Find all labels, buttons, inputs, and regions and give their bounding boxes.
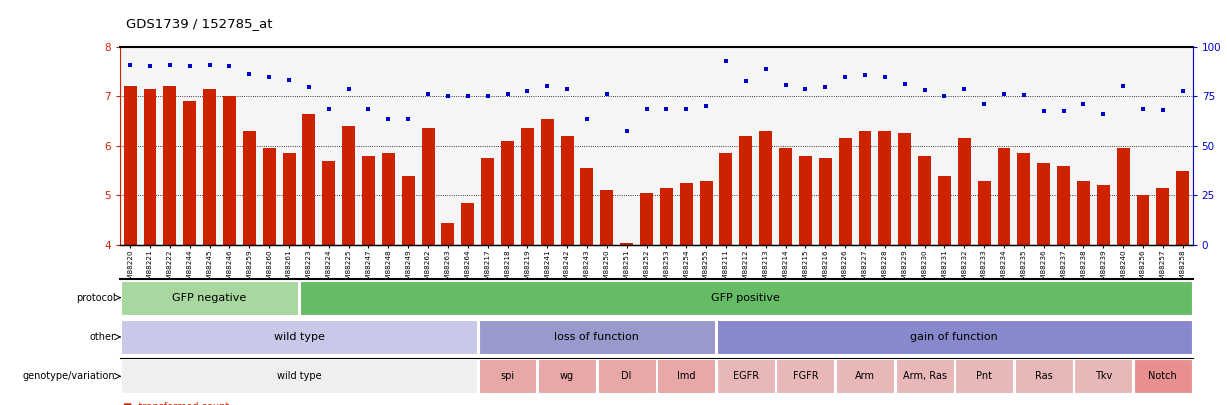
Text: genotype/variation: genotype/variation [23, 371, 115, 381]
Bar [836, 359, 894, 393]
Bar [1156, 188, 1169, 245]
Bar [779, 148, 791, 245]
Bar [479, 320, 715, 354]
Bar [1015, 359, 1072, 393]
Bar [1037, 163, 1050, 245]
Bar [204, 89, 216, 245]
Bar [183, 101, 196, 245]
Text: Notch: Notch [1148, 371, 1177, 381]
Text: GFP positive: GFP positive [712, 293, 780, 303]
Text: spi: spi [501, 371, 514, 381]
Text: Arm: Arm [855, 371, 875, 381]
Bar [561, 136, 573, 245]
Text: loss of function: loss of function [555, 332, 639, 342]
Bar [658, 359, 715, 393]
Text: GDS1739 / 152785_at: GDS1739 / 152785_at [126, 17, 272, 30]
Bar [838, 139, 852, 245]
Bar [1117, 148, 1130, 245]
Text: gain of function: gain of function [910, 332, 999, 342]
Bar [479, 359, 536, 393]
Bar [879, 131, 891, 245]
Text: protocol: protocol [76, 293, 115, 303]
Bar [640, 193, 653, 245]
Bar [481, 158, 494, 245]
Bar [699, 181, 713, 245]
Text: Dl: Dl [621, 371, 632, 381]
Text: FGFR: FGFR [793, 371, 818, 381]
Bar [121, 359, 477, 393]
Text: Ras: Ras [1034, 371, 1053, 381]
Bar [342, 126, 355, 245]
Bar [1134, 359, 1191, 393]
Bar [144, 89, 157, 245]
Bar [998, 148, 1011, 245]
Text: wild type: wild type [276, 371, 321, 381]
Bar [223, 96, 236, 245]
Text: Imd: Imd [677, 371, 696, 381]
Bar [282, 153, 296, 245]
Bar [955, 359, 1014, 393]
Bar [461, 203, 475, 245]
Bar [859, 131, 871, 245]
Text: wg: wg [560, 371, 574, 381]
Bar [299, 281, 1191, 315]
Bar [660, 188, 672, 245]
Bar [680, 183, 693, 245]
Bar [243, 131, 255, 245]
Bar [422, 128, 434, 245]
Bar [799, 156, 812, 245]
Bar [818, 158, 832, 245]
Text: other: other [90, 332, 115, 342]
Bar [777, 359, 834, 393]
Bar [918, 156, 931, 245]
Bar [1177, 171, 1189, 245]
Bar [978, 181, 990, 245]
Text: wild type: wild type [274, 332, 324, 342]
Bar [1136, 196, 1150, 245]
Text: Arm, Ras: Arm, Ras [903, 371, 946, 381]
Bar [958, 139, 971, 245]
Text: GFP negative: GFP negative [173, 293, 247, 303]
Bar [898, 133, 912, 245]
Bar [740, 136, 752, 245]
Bar [937, 176, 951, 245]
Bar [401, 176, 415, 245]
Bar [1077, 181, 1090, 245]
Bar [717, 320, 1191, 354]
Text: Pnt: Pnt [977, 371, 993, 381]
Bar [1017, 153, 1031, 245]
Bar [382, 153, 395, 245]
Bar [121, 320, 477, 354]
Bar [760, 131, 772, 245]
Text: EGFR: EGFR [733, 371, 758, 381]
Bar [442, 223, 454, 245]
Bar [1097, 185, 1109, 245]
Bar [521, 128, 534, 245]
Bar [323, 161, 335, 245]
Bar [1058, 166, 1070, 245]
Bar [580, 168, 594, 245]
Bar [1075, 359, 1133, 393]
Bar [896, 359, 953, 393]
Bar [501, 141, 514, 245]
Bar [541, 119, 553, 245]
Bar [620, 243, 633, 245]
Bar [163, 86, 177, 245]
Bar [598, 359, 655, 393]
Text: Tkv: Tkv [1094, 371, 1112, 381]
Bar [717, 359, 774, 393]
Bar [719, 153, 733, 245]
Bar [263, 148, 276, 245]
Bar [121, 281, 298, 315]
Text: ■  transformed count: ■ transformed count [123, 402, 229, 405]
Bar [302, 113, 315, 245]
Bar [600, 190, 614, 245]
Bar [539, 359, 596, 393]
Bar [362, 156, 375, 245]
Bar [124, 86, 136, 245]
